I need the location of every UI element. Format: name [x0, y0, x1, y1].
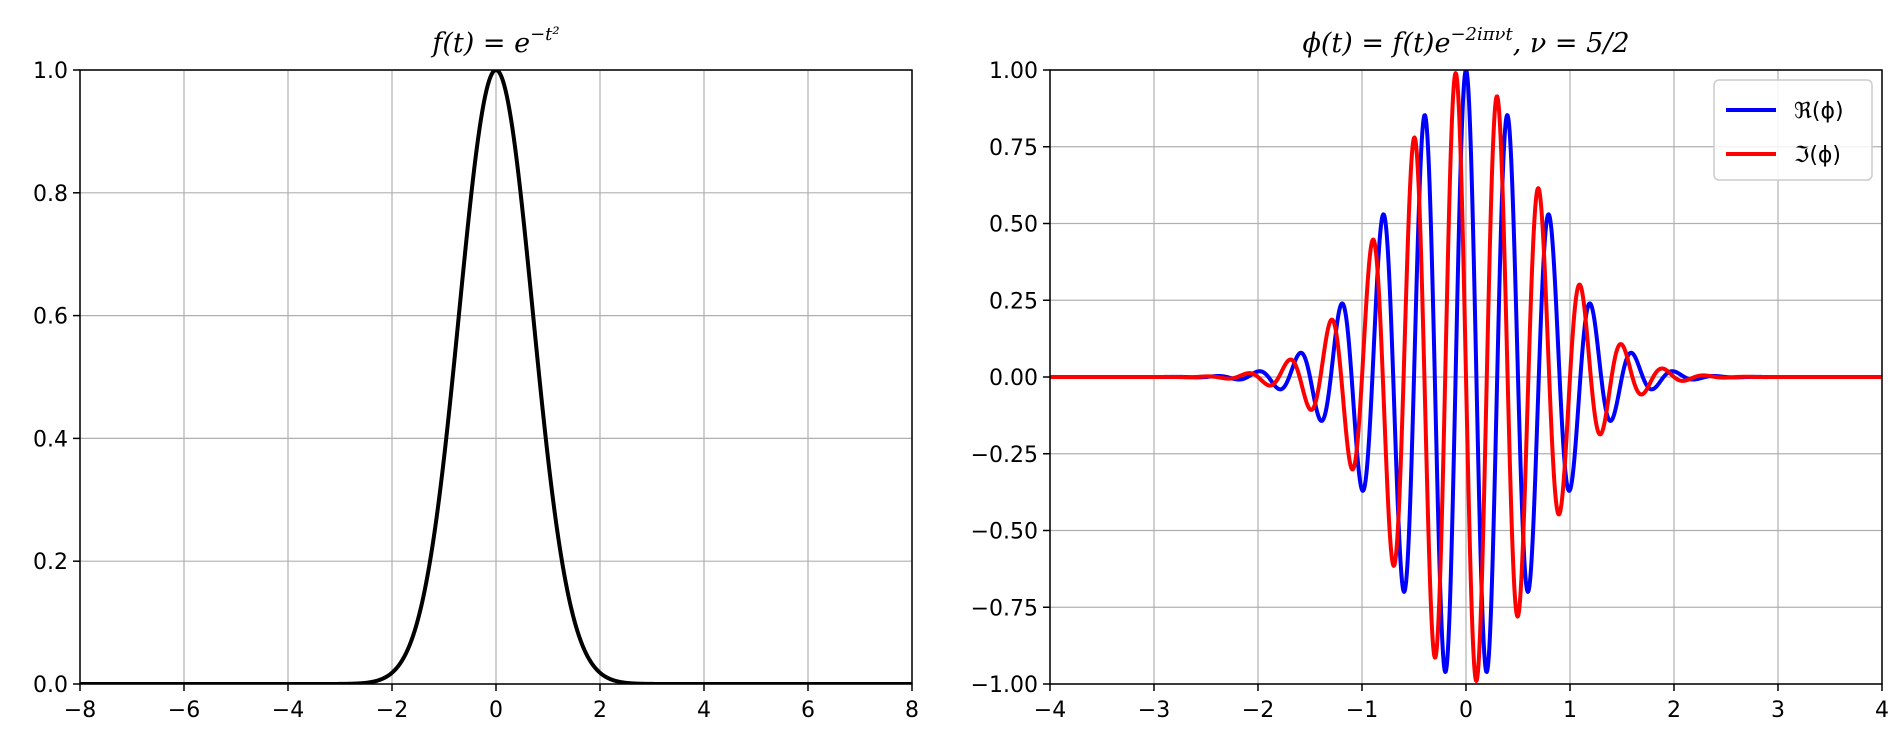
x-ticks-right: −4 −3 −2 −1 0 1 2 3 4 — [1034, 684, 1889, 723]
chart-title-left: f(t) = e−t² — [430, 24, 559, 59]
x-tick-label: −3 — [1138, 698, 1170, 723]
y-tick-label: 0.25 — [989, 289, 1038, 314]
y-tick-label: 1.00 — [989, 59, 1038, 84]
legend-label-real: ℜ(ϕ) — [1794, 99, 1844, 124]
x-tick-label: 2 — [593, 698, 607, 723]
chart-gaussian: −8 −6 −4 −2 0 2 4 6 8 0.0 0.2 0.4 0.6 0.8 1.0 f(t) = … — [33, 24, 919, 723]
y-tick-label: −1.00 — [971, 673, 1038, 698]
y-ticks-left: 0.0 0.2 0.4 0.6 0.8 1.0 — [33, 59, 80, 698]
y-tick-label: 1.0 — [33, 59, 68, 84]
grid-left — [79, 69, 913, 685]
x-tick-label: −2 — [1242, 698, 1274, 723]
x-tick-label: 2 — [1667, 698, 1681, 723]
legend-box — [1713, 79, 1873, 181]
x-tick-label: −4 — [272, 698, 304, 723]
chart-title-right: ϕ(t) = f(t)e−2iπνt, ν = 5/2 — [1302, 24, 1629, 59]
x-tick-label: 8 — [905, 698, 919, 723]
y-tick-label: 0.00 — [989, 366, 1038, 391]
y-tick-label: 0.4 — [33, 427, 68, 452]
y-tick-label: 0.6 — [33, 305, 68, 330]
y-tick-label: −0.25 — [971, 443, 1038, 468]
x-tick-label: −8 — [64, 698, 96, 723]
y-tick-label: −0.50 — [971, 520, 1038, 545]
x-tick-label: 1 — [1563, 698, 1577, 723]
chart-wavepacket: −4 −3 −2 −1 0 1 2 3 4 −1.00 −0.75 −0.50 −0.25 0.00 0.… — [971, 24, 1889, 723]
y-tick-label: −0.75 — [971, 596, 1038, 621]
x-tick-label: 6 — [801, 698, 815, 723]
y-tick-label: 0.75 — [989, 136, 1038, 161]
y-tick-label: 0.2 — [33, 550, 68, 575]
y-tick-label: 0.8 — [33, 182, 68, 207]
curves-right — [1050, 70, 1882, 683]
x-tick-label: −2 — [376, 698, 408, 723]
y-tick-label: 0.0 — [33, 673, 68, 698]
y-ticks-right: −1.00 −0.75 −0.50 −0.25 0.00 0.25 0.50 0.75 1.00 — [971, 59, 1050, 698]
x-tick-label: −1 — [1346, 698, 1378, 723]
series-line-1 — [1050, 71, 1882, 683]
x-tick-label: 4 — [1875, 698, 1889, 723]
x-tick-label: 0 — [1459, 698, 1473, 723]
x-tick-label: 3 — [1771, 698, 1785, 723]
legend-label-imag: ℑ(ϕ) — [1794, 143, 1841, 168]
legend: ℜ(ϕ) ℑ(ϕ) — [1713, 79, 1873, 181]
x-tick-label: −6 — [168, 698, 200, 723]
x-tick-label: 4 — [697, 698, 711, 723]
x-ticks-left: −8 −6 −4 −2 0 2 4 6 8 — [64, 684, 919, 723]
y-tick-label: 0.50 — [989, 213, 1038, 238]
x-tick-label: −4 — [1034, 698, 1066, 723]
x-tick-label: 0 — [489, 698, 503, 723]
